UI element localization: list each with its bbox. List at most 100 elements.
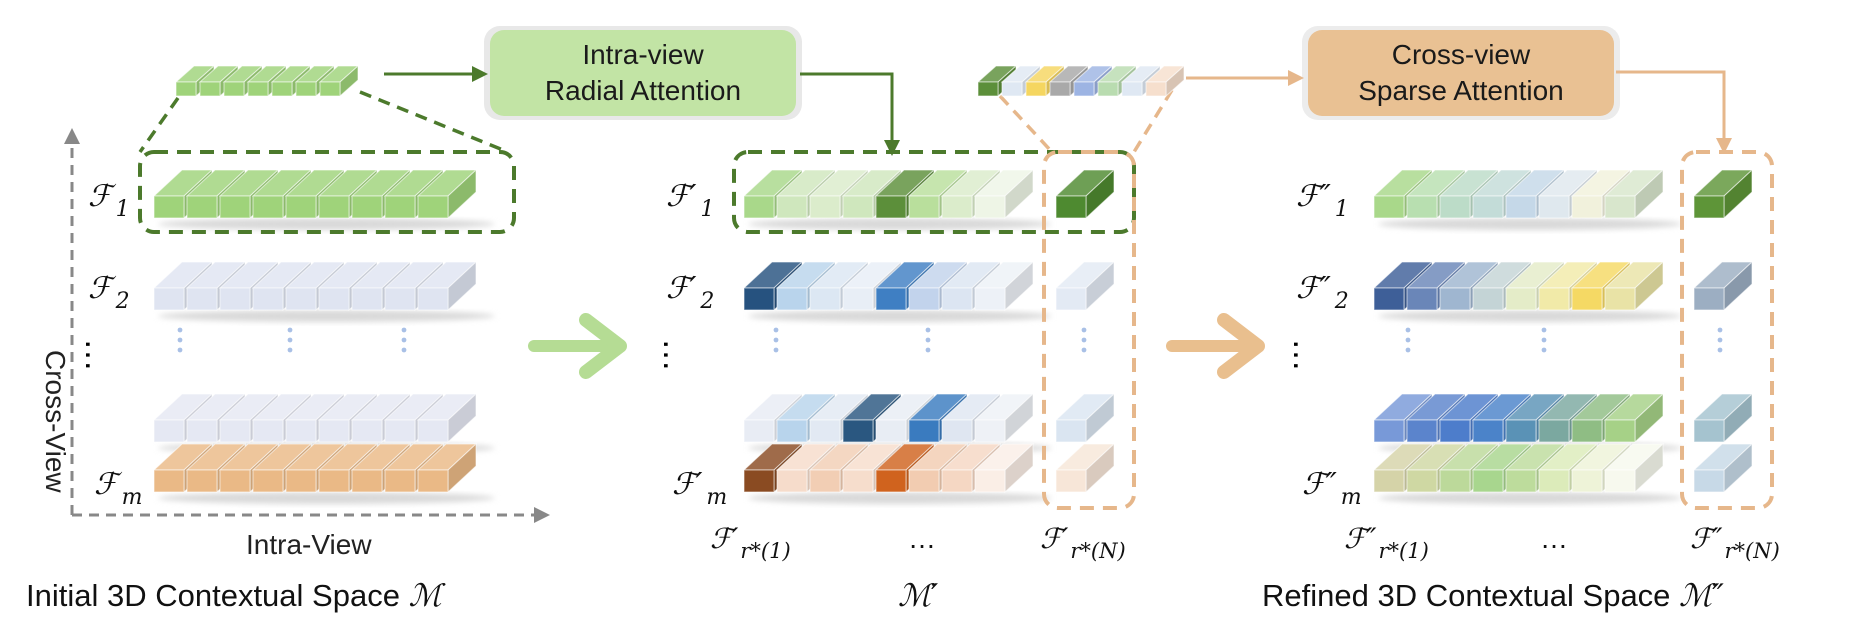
continuation-dot	[1081, 337, 1087, 343]
selected-cube	[1054, 168, 1116, 220]
row-shadow	[1378, 492, 1682, 504]
continuation-dot	[773, 347, 779, 353]
axes: Cross-View Intra-View	[40, 128, 550, 560]
token-strip-intra	[174, 64, 360, 98]
row-shadow	[1378, 310, 1682, 322]
row-shadow	[748, 310, 1052, 322]
continuation-dot	[1541, 347, 1547, 353]
selected-cube	[1692, 168, 1754, 220]
token-cube	[318, 64, 360, 98]
continuation-dot	[925, 327, 931, 333]
cross-box-line2: Sparse Attention	[1358, 75, 1563, 106]
green-projection-line	[359, 90, 509, 154]
continuation-dot	[401, 327, 407, 333]
token-cube	[1144, 64, 1186, 98]
feature-cube-row2	[1603, 260, 1665, 312]
selected-cube	[1692, 260, 1754, 312]
continuation-dot	[177, 337, 183, 343]
selected-cube	[1054, 442, 1116, 494]
continuation-dot	[177, 327, 183, 333]
continuation-dot	[1081, 327, 1087, 333]
continuation-dot	[287, 347, 293, 353]
column-selection-box-middle	[1042, 150, 1136, 510]
orange-arrowhead	[1716, 138, 1732, 154]
cross-box	[1308, 30, 1614, 116]
col-label-r1-dprime: ℱ″r*(1)	[1344, 522, 1429, 563]
row-ellipsis: …	[1286, 338, 1324, 372]
continuation-dot	[773, 337, 779, 343]
axis-horizontal-arrowhead	[534, 507, 550, 523]
green-arrow-to-row	[800, 72, 894, 142]
feature-cube-row1	[973, 168, 1035, 220]
feature-cube-rowm	[1603, 442, 1665, 494]
orange-arrowhead	[1288, 70, 1304, 86]
col-label-rn-dprime: ℱ″r*(N)	[1690, 522, 1780, 563]
feature-cube-row2	[416, 260, 478, 312]
row-shadow	[748, 218, 1052, 230]
continuation-dot	[925, 337, 931, 343]
continuation-dot	[287, 337, 293, 343]
row-label-fm-dprime: ℱ″ m	[1302, 467, 1362, 510]
feature-cube-row-faded	[416, 392, 478, 444]
row-shadow	[158, 310, 495, 322]
feature-cube-rowm	[973, 442, 1035, 494]
col-label-ellipsis: …	[908, 523, 936, 554]
transition-arrow-orange	[1166, 313, 1265, 379]
row-label-fm-prime: ℱ′ m	[672, 467, 727, 510]
row-shadow	[748, 492, 1052, 504]
row-label-f2-prime: ℱ′ 2	[666, 271, 714, 314]
continuation-dot	[1717, 327, 1723, 333]
col-label-ellipsis: …	[1540, 523, 1568, 554]
row-shadow	[1378, 218, 1682, 230]
orange-projection-line	[1132, 89, 1174, 153]
cross-view-attention-module: Cross-view Sparse Attention	[1302, 26, 1620, 120]
row-label-f2-dprime: ℱ″ 2	[1296, 271, 1349, 314]
feature-cube-rowm	[416, 442, 478, 494]
panel-initial-space	[152, 168, 495, 504]
row-shadow	[158, 492, 495, 504]
orange-arrow-to-col	[1616, 70, 1726, 140]
intra-view-attention-module: Intra-view Radial Attention	[484, 26, 802, 120]
row-ellipsis: …	[78, 338, 116, 372]
green-projection-line	[138, 96, 180, 154]
feature-cube-row-faded	[973, 392, 1035, 444]
row-label-f1-prime: ℱ′ 1	[666, 179, 714, 222]
green-arrowhead	[472, 66, 488, 82]
continuation-dot	[1405, 327, 1411, 333]
orange-projection-line	[998, 94, 1054, 154]
transition-arrow-head	[1217, 313, 1265, 379]
row-label-f1-dprime: ℱ″ 1	[1296, 179, 1349, 222]
row-shadow	[158, 218, 495, 230]
selected-cube	[1054, 392, 1116, 444]
feature-cube-row1	[1603, 168, 1665, 220]
transition-arrow-green	[528, 313, 627, 379]
panel-intermediate-space	[742, 168, 1116, 504]
connectors	[138, 66, 1774, 510]
continuation-dot	[401, 337, 407, 343]
caption-refined: Refined 3D Contextual Space ℳ″	[1262, 578, 1724, 614]
continuation-dot	[1717, 347, 1723, 353]
row1-selection-box-middle	[732, 150, 1136, 234]
intra-box-line1: Intra-view	[582, 39, 704, 70]
axis-vertical-arrowhead	[64, 128, 80, 144]
cross-box-line1: Cross-view	[1392, 39, 1531, 70]
selected-cube	[1692, 442, 1754, 494]
green-arrowhead	[884, 140, 900, 156]
continuation-dot	[773, 327, 779, 333]
feature-cube-row2	[973, 260, 1035, 312]
col-labels-middle: ℱ′r*(1) … ℱ′r*(N)	[710, 522, 1126, 563]
feature-cube-row-faded	[1603, 392, 1665, 444]
continuation-dot	[177, 347, 183, 353]
intra-box	[490, 30, 796, 116]
continuation-dot	[1541, 337, 1547, 343]
continuation-dot	[925, 347, 931, 353]
continuation-dot	[1081, 347, 1087, 353]
row-labels-middle: ℱ′ 1 ℱ′ 2 … ℱ′ m	[656, 179, 727, 510]
col-label-r1-prime: ℱ′r*(1)	[710, 522, 791, 563]
axis-vertical-label: Cross-View	[40, 350, 71, 493]
caption-initial: Initial 3D Contextual Space ℳ	[26, 578, 446, 614]
column-selection-box-refined	[1680, 150, 1774, 510]
